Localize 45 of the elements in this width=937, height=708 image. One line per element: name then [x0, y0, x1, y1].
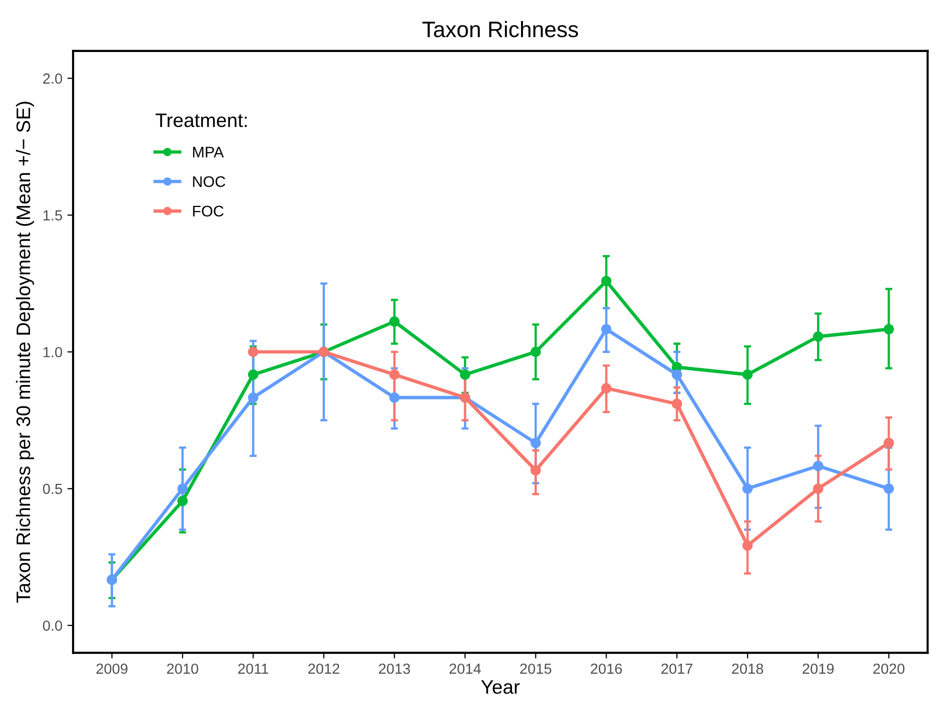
x-tick-label: 2015 — [520, 664, 552, 674]
point — [248, 369, 258, 380]
x-tick-label: 2019 — [802, 664, 834, 674]
x-tick-label: 2012 — [308, 664, 340, 674]
point — [177, 483, 188, 494]
point — [601, 324, 612, 334]
point — [812, 460, 824, 472]
point — [601, 383, 612, 394]
y-tick-label: 1.5 — [44, 210, 62, 221]
x-tick-label: 2014 — [450, 664, 481, 674]
point — [530, 438, 541, 448]
x-tick-label: 2017 — [661, 664, 692, 674]
x-tick-label: 2020 — [873, 664, 904, 674]
point — [884, 324, 894, 334]
y-tick-label: 0.5 — [42, 484, 62, 494]
x-tick-label: 2016 — [590, 664, 622, 674]
point — [601, 276, 612, 286]
point — [530, 346, 541, 358]
legend-label: MPA — [193, 146, 224, 158]
y-tick-label: 2.0 — [43, 73, 62, 84]
y-axis-title: Taxon Richness per 30 minute Deployment (Mean +/− SE) — [16, 102, 34, 603]
point — [812, 483, 824, 494]
point — [530, 465, 541, 476]
legend-title: Treatment: — [156, 114, 247, 128]
x-tick-label: 2011 — [238, 664, 268, 674]
point — [742, 540, 753, 551]
point — [672, 398, 682, 410]
point — [742, 483, 753, 494]
point — [389, 316, 400, 327]
point — [672, 369, 682, 380]
y-tick-label: 1.0 — [44, 346, 62, 358]
legend-label: FOC — [193, 206, 224, 217]
point — [884, 483, 894, 494]
point — [742, 369, 753, 380]
point — [812, 331, 824, 342]
x-axis-title: Year — [481, 680, 520, 694]
point — [177, 496, 188, 506]
y-tick-label: 0.0 — [42, 620, 62, 631]
x-tick-label: 2010 — [167, 664, 198, 674]
x-tick-label: 2013 — [378, 664, 410, 674]
chart-title: Taxon Richness — [422, 20, 578, 38]
point — [389, 392, 400, 403]
x-tick-label: 2018 — [732, 664, 764, 674]
legend-label: NOC — [193, 176, 226, 188]
x-tick-label: 2009 — [96, 664, 128, 674]
